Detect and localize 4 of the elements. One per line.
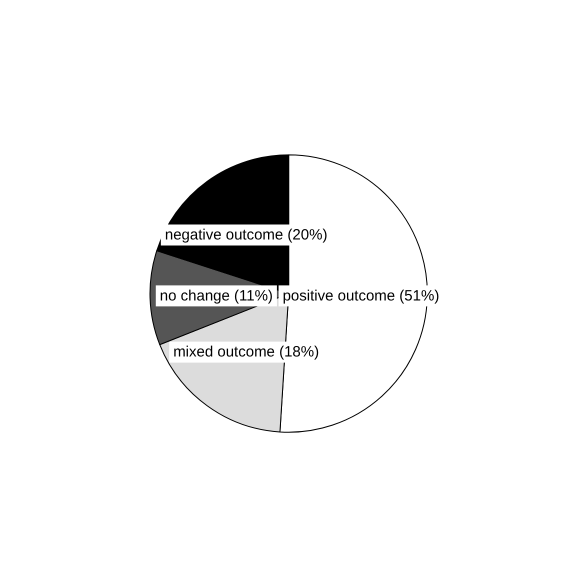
slice-label: mixed outcome (18%): [173, 344, 320, 361]
slice-label: positive outcome (51%): [282, 287, 440, 304]
slice-label: negative outcome (20%): [164, 226, 328, 244]
slice-label: no change (11%): [160, 287, 273, 304]
